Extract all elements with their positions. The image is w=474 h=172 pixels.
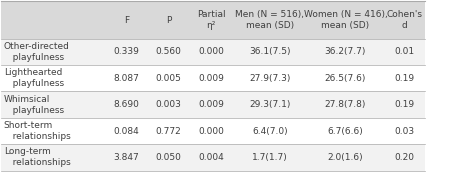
Text: Long-term
   relationships: Long-term relationships xyxy=(4,147,71,168)
Bar xyxy=(1,144,426,171)
Text: 0.20: 0.20 xyxy=(394,153,414,162)
Text: 29.3(7.1): 29.3(7.1) xyxy=(249,100,291,109)
Bar xyxy=(1,39,426,65)
Text: 0.003: 0.003 xyxy=(156,100,182,109)
Text: Partial
η²: Partial η² xyxy=(197,10,226,30)
Text: 0.050: 0.050 xyxy=(156,153,182,162)
Text: 0.560: 0.560 xyxy=(156,47,182,56)
Text: Cohen's
d: Cohen's d xyxy=(386,10,422,30)
Text: 27.9(7.3): 27.9(7.3) xyxy=(249,74,291,83)
Text: 26.5(7.6): 26.5(7.6) xyxy=(325,74,366,83)
Text: 0.19: 0.19 xyxy=(394,100,414,109)
Text: 1.7(1.7): 1.7(1.7) xyxy=(252,153,288,162)
Bar xyxy=(1,1,426,39)
Text: Lighthearted
   playfulness: Lighthearted playfulness xyxy=(4,68,64,88)
Text: 0.004: 0.004 xyxy=(198,153,224,162)
Text: F: F xyxy=(124,15,129,24)
Text: 0.084: 0.084 xyxy=(113,127,139,136)
Text: 8.690: 8.690 xyxy=(113,100,139,109)
Text: 0.000: 0.000 xyxy=(198,47,224,56)
Text: Men (N = 516),
mean (SD): Men (N = 516), mean (SD) xyxy=(236,10,304,30)
Bar xyxy=(1,65,426,91)
Text: 0.005: 0.005 xyxy=(156,74,182,83)
Text: 0.19: 0.19 xyxy=(394,74,414,83)
Text: 2.0(1.6): 2.0(1.6) xyxy=(328,153,363,162)
Text: 0.009: 0.009 xyxy=(198,100,224,109)
Text: 3.847: 3.847 xyxy=(113,153,139,162)
Text: Short-term
   relationships: Short-term relationships xyxy=(4,121,71,141)
Text: 8.087: 8.087 xyxy=(113,74,139,83)
Text: 27.8(7.8): 27.8(7.8) xyxy=(325,100,366,109)
Text: 0.772: 0.772 xyxy=(156,127,182,136)
Text: 0.000: 0.000 xyxy=(198,127,224,136)
Text: 6.4(7.0): 6.4(7.0) xyxy=(252,127,288,136)
Text: 0.01: 0.01 xyxy=(394,47,414,56)
Text: 0.03: 0.03 xyxy=(394,127,414,136)
Text: 36.2(7.7): 36.2(7.7) xyxy=(325,47,366,56)
Text: Other-directed
   playfulness: Other-directed playfulness xyxy=(4,42,70,62)
Bar xyxy=(1,118,426,144)
Bar xyxy=(1,91,426,118)
Text: 0.009: 0.009 xyxy=(198,74,224,83)
Text: Women (N = 416),
mean (SD): Women (N = 416), mean (SD) xyxy=(303,10,387,30)
Text: 36.1(7.5): 36.1(7.5) xyxy=(249,47,291,56)
Text: 0.339: 0.339 xyxy=(113,47,139,56)
Text: Whimsical
   playfulness: Whimsical playfulness xyxy=(4,95,64,115)
Text: P: P xyxy=(166,15,172,24)
Text: 6.7(6.6): 6.7(6.6) xyxy=(328,127,363,136)
